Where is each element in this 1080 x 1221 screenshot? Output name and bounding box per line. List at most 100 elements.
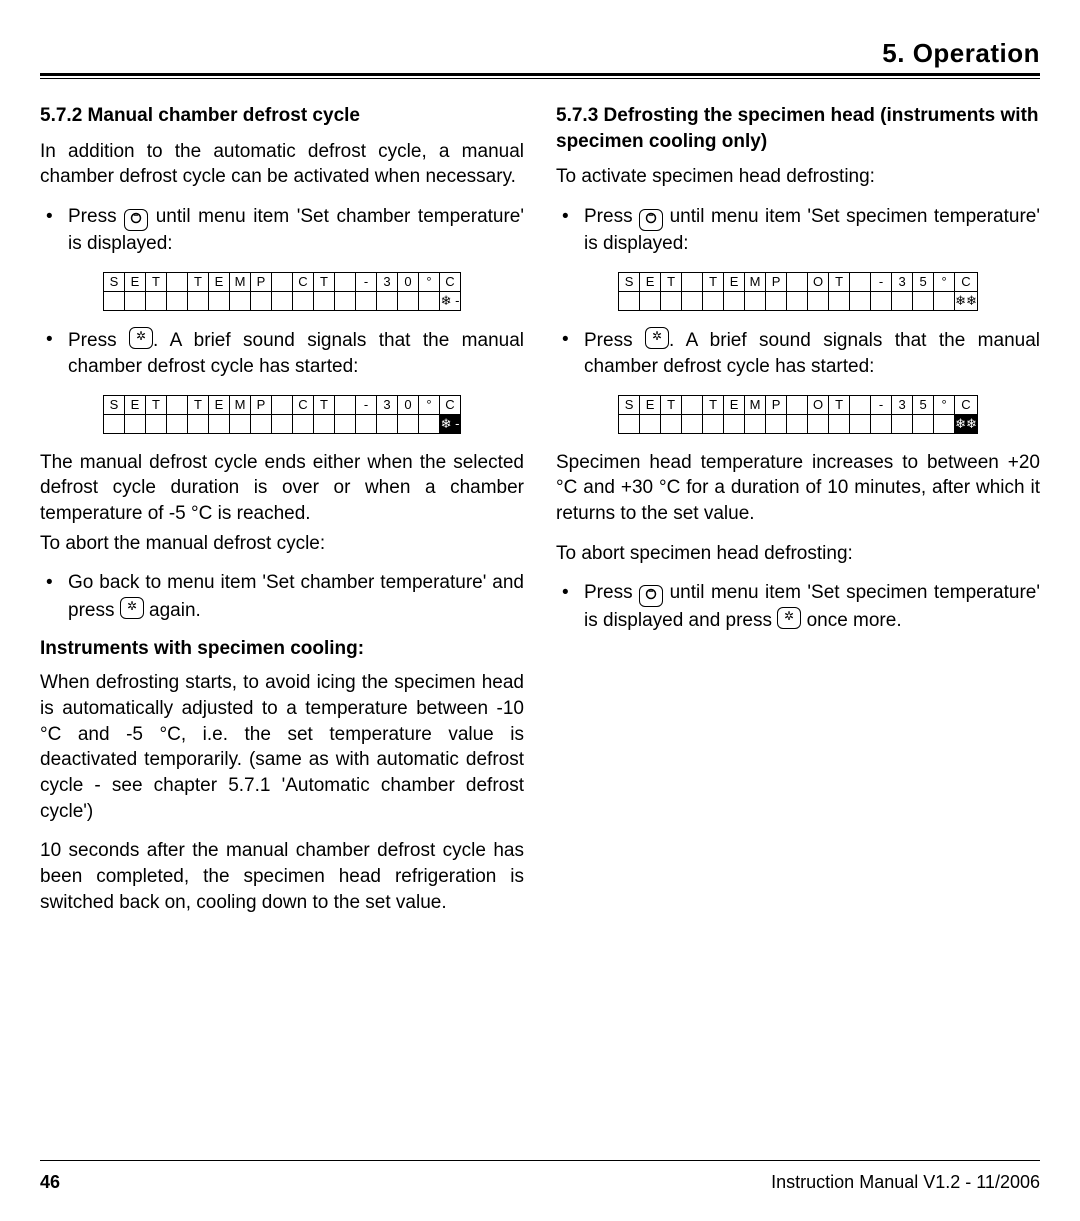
svg-text:✲: ✲: [127, 599, 137, 613]
subheading: Instruments with specimen cooling:: [40, 638, 524, 660]
lcd-cell: [682, 272, 703, 291]
lcd-cell: S: [619, 272, 640, 291]
right-column: 5.7.3 Defrosting the specimen head (inst…: [556, 97, 1040, 929]
lcd-cell: [230, 414, 251, 433]
lcd-cell: [251, 291, 272, 310]
lcd-cell: P: [766, 395, 787, 414]
section-title: Manual chamber defrost cycle: [88, 105, 360, 126]
lcd-table: SETTEMPOT-35°C❄❄: [618, 395, 978, 434]
lcd-cell: C: [440, 272, 461, 291]
page: 5. Operation 5.7.2 Manual chamber defros…: [0, 0, 1080, 1221]
lcd-cell: [703, 291, 724, 310]
lcd-cell: [314, 414, 335, 433]
lcd-cell: [377, 414, 398, 433]
text: Press: [584, 330, 633, 351]
lcd-cell: ❄❄: [955, 291, 978, 310]
lcd-cell: [871, 414, 892, 433]
defrost-key-icon: ✲: [129, 327, 153, 349]
lcd-cell: P: [251, 395, 272, 414]
lcd-cell: 0: [398, 272, 419, 291]
footer: 46 Instruction Manual V1.2 - 11/2006: [40, 1172, 1040, 1193]
lcd-cell: [808, 414, 829, 433]
lcd-cell: [640, 414, 661, 433]
svg-text:✲: ✲: [652, 329, 662, 343]
section-title: Defrosting the specimen head (instrument…: [556, 105, 1039, 152]
chapter-header: 5. Operation: [40, 38, 1040, 69]
lcd-display: SETTEMPCT-30°C❄ -: [40, 395, 524, 434]
lcd-cell: [167, 272, 188, 291]
lcd-cell: [293, 291, 314, 310]
list-item: Press ✲ . A brief sound signals that the…: [40, 327, 524, 381]
lcd-cell: T: [146, 395, 167, 414]
lcd-table: SETTEMPOT-35°C❄❄: [618, 272, 978, 311]
lcd-cell: C: [293, 395, 314, 414]
lcd-cell: [167, 414, 188, 433]
lcd-cell: [104, 414, 125, 433]
bullet-list: Press ✲ . A brief sound signals that the…: [40, 327, 524, 381]
lcd-cell: [724, 414, 745, 433]
lcd-cell: M: [230, 395, 251, 414]
lcd-cell: [377, 291, 398, 310]
lcd-cell: C: [293, 272, 314, 291]
lcd-cell: [188, 291, 209, 310]
lcd-cell: [913, 291, 934, 310]
lcd-cell: [293, 414, 314, 433]
lcd-cell: P: [766, 272, 787, 291]
lcd-cell: [724, 291, 745, 310]
lcd-cell: [787, 414, 808, 433]
left-column: 5.7.2 Manual chamber defrost cycle In ad…: [40, 97, 524, 929]
list-item: Press until menu item 'Set specimen temp…: [556, 580, 1040, 635]
lcd-cell: [335, 291, 356, 310]
lcd-cell: E: [209, 395, 230, 414]
lcd-cell: [934, 291, 955, 310]
lcd-cell: [335, 395, 356, 414]
para: To abort specimen head defrosting:: [556, 541, 1040, 567]
lcd-cell: O: [808, 272, 829, 291]
lcd-cell: 3: [377, 395, 398, 414]
lcd-cell: [913, 414, 934, 433]
lcd-cell: [850, 414, 871, 433]
lcd-cell: [619, 414, 640, 433]
manual-version: Instruction Manual V1.2 - 11/2006: [771, 1172, 1040, 1193]
lcd-cell: [104, 291, 125, 310]
lcd-cell: M: [745, 272, 766, 291]
lcd-cell: [209, 291, 230, 310]
lcd-cell: [619, 291, 640, 310]
lcd-cell: E: [125, 395, 146, 414]
lcd-cell: [419, 414, 440, 433]
lcd-cell: -: [871, 395, 892, 414]
lcd-display: SETTEMPCT-30°C❄ -: [40, 272, 524, 311]
lcd-cell: T: [829, 395, 850, 414]
footer-rule: [40, 1160, 1040, 1161]
lcd-cell: C: [955, 272, 978, 291]
lcd-cell: -: [871, 272, 892, 291]
lcd-table: SETTEMPCT-30°C❄ -: [103, 395, 461, 434]
svg-text:✲: ✲: [136, 329, 146, 343]
cycle-key-icon: [124, 209, 148, 231]
lcd-cell: T: [314, 395, 335, 414]
lcd-cell: C: [440, 395, 461, 414]
bullet-list: Press until menu item 'Set chamber tempe…: [40, 204, 524, 258]
svg-text:✲: ✲: [784, 609, 794, 623]
lcd-cell: [829, 291, 850, 310]
lcd-cell: T: [146, 272, 167, 291]
lcd-cell: °: [419, 395, 440, 414]
lcd-cell: T: [314, 272, 335, 291]
lcd-cell: ❄ -: [440, 291, 461, 310]
lcd-cell: [272, 395, 293, 414]
page-number: 46: [40, 1172, 60, 1193]
lcd-cell: S: [104, 272, 125, 291]
lcd-cell: [167, 291, 188, 310]
lcd-cell: E: [125, 272, 146, 291]
lcd-cell: [892, 291, 913, 310]
lcd-cell: [640, 291, 661, 310]
para: When defrosting starts, to avoid icing t…: [40, 670, 524, 824]
lcd-cell: T: [703, 272, 724, 291]
section-heading-573: 5.7.3 Defrosting the specimen head (inst…: [556, 103, 1040, 154]
defrost-key-icon: ✲: [645, 327, 669, 349]
lcd-cell: [682, 414, 703, 433]
lcd-cell: T: [661, 272, 682, 291]
lcd-cell: [682, 291, 703, 310]
lcd-cell: [892, 414, 913, 433]
lcd-cell: O: [808, 395, 829, 414]
